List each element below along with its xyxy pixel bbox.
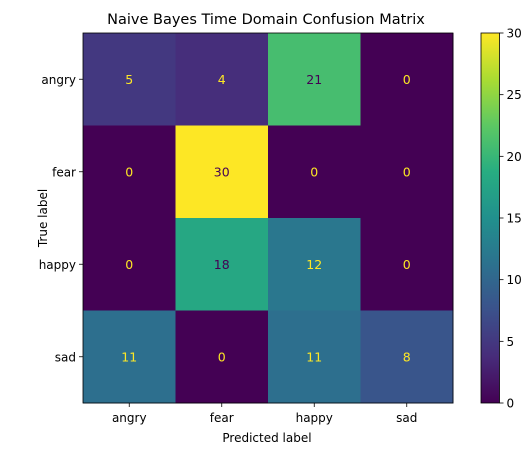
matrix-cell (268, 218, 361, 311)
y-axis-ticks: angry fear happy sad (39, 73, 83, 364)
matrix-cell (175, 125, 269, 219)
matrix-cell-value: 11 (121, 349, 137, 364)
colorbar-tick-label: 20 (507, 150, 522, 164)
matrix-cells (82, 32, 454, 404)
matrix-cell (268, 33, 361, 126)
x-tick-label: happy (296, 411, 333, 425)
matrix-cell (175, 33, 269, 126)
colorbar-tick-label: 0 (507, 397, 515, 411)
matrix-cell-value: 21 (306, 72, 322, 87)
colorbar-tick-label: 25 (507, 88, 522, 102)
matrix-cell-value: 0 (403, 164, 411, 179)
colorbar-tick-label: 15 (507, 212, 522, 226)
matrix-cell (268, 310, 361, 404)
x-tick-label: angry (112, 411, 147, 425)
matrix-cell (175, 218, 269, 311)
y-tick-label: sad (55, 350, 76, 364)
matrix-cell-value: 18 (214, 257, 230, 272)
colorbar-tick-label: 5 (507, 335, 515, 349)
x-axis-ticks: angry fear happy sad (112, 403, 417, 425)
matrix-cell-value: 0 (310, 164, 318, 179)
matrix-cell-value: 0 (403, 257, 411, 272)
matrix-cell (360, 33, 454, 126)
colorbar-tick-label: 30 (507, 27, 522, 41)
matrix-cell-value: 0 (125, 164, 133, 179)
colorbar-tick-label: 10 (507, 273, 522, 287)
matrix-cell (360, 310, 454, 404)
x-tick-label: sad (396, 411, 417, 425)
matrix-cell (360, 218, 454, 311)
chart-title: Naive Bayes Time Domain Confusion Matrix (107, 12, 425, 28)
matrix-cell-value: 30 (214, 164, 230, 179)
y-axis-label: True label (36, 189, 50, 248)
y-tick-label: happy (39, 258, 76, 272)
matrix-cell-value: 5 (125, 72, 133, 87)
matrix-cell-value: 0 (218, 349, 226, 364)
matrix-cell-value: 0 (125, 257, 133, 272)
matrix-cell-value: 4 (218, 72, 226, 87)
x-axis-label: Predicted label (222, 431, 311, 445)
matrix-cell (83, 125, 176, 219)
colorbar-gradient (480, 32, 500, 404)
matrix-cell-labels: 5 4 21 0 0 30 0 0 0 18 12 0 11 0 11 8 (121, 72, 410, 365)
matrix-cell-value: 11 (306, 349, 322, 364)
matrix-cell (83, 218, 176, 311)
matrix-cell-value: 12 (306, 257, 322, 272)
matrix-cell-value: 8 (403, 349, 411, 364)
colorbar: 0 5 10 15 20 25 30 (480, 27, 522, 411)
y-tick-label: angry (41, 73, 76, 87)
matrix-cell (83, 33, 176, 126)
y-tick-label: fear (52, 165, 76, 179)
matrix-cell (360, 125, 454, 219)
matrix-cell (268, 125, 361, 219)
x-tick-label: fear (210, 411, 234, 425)
matrix-cell (175, 310, 269, 404)
matrix-cell-value: 0 (403, 72, 411, 87)
matrix-cell (83, 310, 176, 404)
matrix-frame (82, 32, 454, 404)
